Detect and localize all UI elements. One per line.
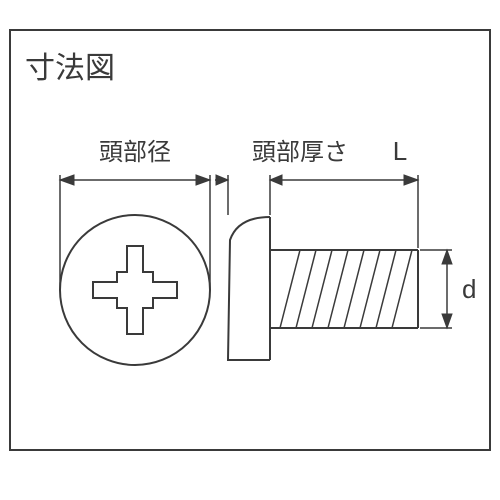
side-head bbox=[228, 217, 270, 360]
label-head-thickness: 頭部厚さ bbox=[252, 139, 348, 166]
phillips-cross bbox=[93, 246, 177, 334]
front-head-circle bbox=[60, 215, 210, 365]
title: 寸法図 bbox=[25, 52, 115, 85]
dimension-diagram: 寸法図 頭部径 bbox=[0, 0, 500, 500]
dim-head-thickness bbox=[215, 175, 283, 185]
diagram-svg: 寸法図 頭部径 bbox=[0, 0, 500, 500]
side-shaft bbox=[270, 250, 418, 328]
dim-length bbox=[283, 175, 418, 185]
dim-diameter bbox=[442, 250, 452, 328]
label-head-diameter: 頭部径 bbox=[99, 139, 171, 166]
label-diameter: d bbox=[462, 274, 476, 304]
dim-head-diameter bbox=[60, 175, 210, 185]
label-length: L bbox=[393, 136, 407, 166]
threads bbox=[280, 250, 412, 328]
